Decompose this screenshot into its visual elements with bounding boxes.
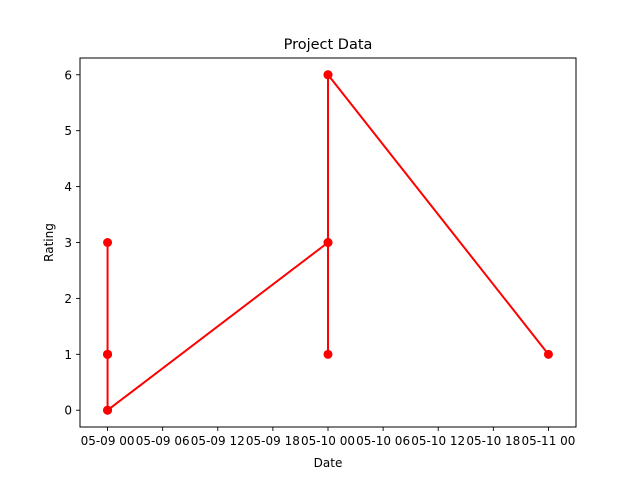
data-point [103, 405, 113, 415]
x-tick-label: 05-09 06 [136, 434, 190, 448]
x-tick-label: 05-09 00 [81, 434, 135, 448]
x-tick-label: 05-09 12 [191, 434, 245, 448]
x-tick-label: 05-10 18 [466, 434, 520, 448]
y-tick-label: 3 [64, 236, 72, 250]
y-tick-label: 4 [64, 180, 72, 194]
x-tick-label: 05-10 00 [301, 434, 355, 448]
plot-frame [79, 57, 577, 428]
data-point [323, 238, 333, 247]
data-point [103, 349, 113, 359]
x-axis: 05-09 00 05-09 06 05-09 12 05-09 18 05-10 00… [81, 427, 575, 448]
x-tick-label: 05-10 06 [356, 434, 410, 448]
y-tick-label: 1 [64, 348, 72, 362]
chart-title: Project Data [284, 37, 373, 53]
y-tick-label: 2 [64, 292, 72, 306]
x-tick-label: 05-11 00 [521, 434, 575, 448]
y-axis-label: Rating [42, 223, 56, 262]
y-axis: 0 1 2 3 4 5 6 [64, 68, 80, 418]
data-point [543, 349, 553, 359]
data-point [323, 70, 333, 80]
x-tick-label: 05-10 12 [411, 434, 465, 448]
series-line-group [103, 70, 553, 415]
y-tick-label: 0 [64, 404, 72, 418]
data-point [103, 238, 113, 247]
y-tick-label: 5 [64, 124, 72, 138]
y-tick-label: 6 [64, 68, 72, 82]
x-tick-label: 05-09 18 [246, 434, 300, 448]
data-point [323, 349, 333, 359]
x-axis-label: Date [314, 456, 343, 470]
